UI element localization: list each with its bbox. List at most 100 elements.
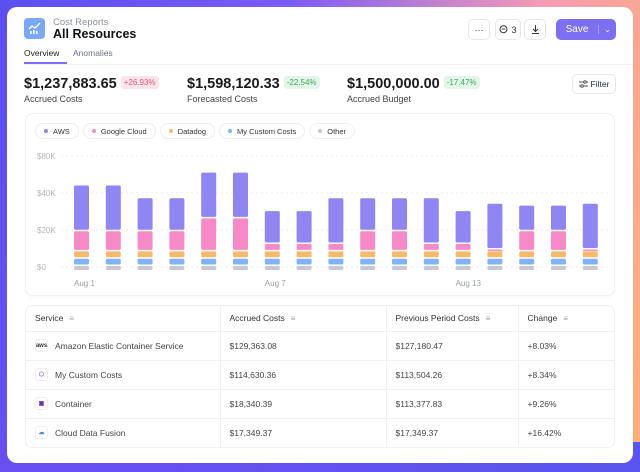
bar-segment-datadog — [74, 251, 89, 258]
column-label: Service — [35, 313, 64, 324]
comments-button[interactable]: 3 — [495, 19, 521, 40]
stat-value: $1,598,120.33 — [187, 76, 280, 92]
container-icon: ▣ — [35, 397, 48, 410]
filter-button[interactable]: Filter — [572, 74, 616, 94]
bar-segment-datadog — [328, 251, 344, 258]
bar-segment-aws — [137, 198, 153, 230]
stat-accrued-budget: $1,500,000.00 -17.47% Accrued Budget — [347, 75, 480, 104]
bar-segment-google-cloud — [201, 218, 217, 250]
tab-anomalies[interactable]: Anomalies — [73, 48, 113, 58]
download-button[interactable] — [524, 19, 546, 40]
column-header-change[interactable]: Change ≡ — [517, 306, 614, 332]
tab-overview[interactable]: Overview — [24, 48, 60, 58]
bar-segment-datadog — [296, 251, 312, 258]
bar-segment-aws — [105, 185, 121, 230]
change: +16.42% — [517, 418, 614, 447]
bar-segment-other — [105, 266, 121, 270]
sliders-icon — [578, 80, 588, 88]
bar-segment-datadog — [105, 251, 121, 258]
bar-segment-other — [74, 266, 89, 270]
filter-label: Filter — [590, 79, 610, 89]
bar-segment-other — [487, 266, 503, 270]
bar-segment-other — [392, 266, 407, 270]
y-tick-label: $20K — [37, 226, 56, 235]
bar-segment-datadog — [360, 251, 376, 258]
sort-icon[interactable]: ≡ — [563, 314, 568, 324]
bar-segment-my-custom-costs — [455, 258, 471, 265]
y-tick-label: $40K — [37, 189, 56, 198]
sort-icon[interactable]: ≡ — [485, 314, 491, 324]
bar-segment-google-cloud — [392, 231, 407, 250]
bar-segment-other — [264, 266, 280, 270]
bar-segment-datadog — [264, 251, 280, 258]
bar-segment-other — [233, 266, 248, 270]
column-header-previous[interactable]: Previous Period Costs ≡ — [385, 306, 518, 332]
bar-segment-datadog — [519, 251, 535, 258]
table-row[interactable]: ☁ Cloud Data Fusion $17,349.37 $17,349.37… — [26, 418, 614, 447]
chart-legend: AWS Google Cloud Datadog My Custom Costs Oth… — [35, 123, 355, 139]
bar-segment-aws — [423, 198, 439, 243]
bar-segment-google-cloud — [519, 231, 535, 250]
bar-segment-my-custom-costs — [519, 258, 535, 265]
bar-segment-aws — [233, 172, 248, 217]
bar-segment-datadog — [392, 251, 407, 258]
bar-segment-my-custom-costs — [169, 258, 185, 265]
service-name: My Custom Costs — [55, 369, 123, 380]
bar-segment-aws — [264, 211, 280, 243]
stat-change-badge: -22.54% — [283, 76, 320, 89]
table-row[interactable]: ▣ Container $18,340.39 $113,377.83 +9.26% — [26, 389, 614, 419]
bar-segment-google-cloud — [264, 244, 280, 250]
legend-label: AWS — [53, 126, 70, 136]
bar-segment-aws — [582, 203, 598, 249]
bar-segment-my-custom-costs — [201, 258, 217, 265]
bar-segment-my-custom-costs — [360, 258, 376, 265]
bar-segment-datadog — [137, 251, 153, 258]
stat-accrued-costs: $1,237,883.65 +26.93% Accrued Costs — [24, 75, 159, 104]
bar-segment-google-cloud — [105, 231, 121, 250]
comments-count: 3 — [511, 24, 517, 35]
x-tick-label: Aug 7 — [265, 279, 286, 288]
bar-segment-aws — [328, 198, 344, 243]
bar-segment-datadog — [423, 251, 439, 258]
bar-segment-google-cloud — [487, 249, 503, 252]
save-button[interactable]: Save ⌄ — [556, 19, 616, 40]
accrued-cost: $114,630.36 — [219, 360, 386, 390]
bar-segment-aws — [201, 172, 217, 217]
table-row[interactable]: aws Amazon Elastic Container Service $129… — [26, 331, 614, 361]
legend-item-google-cloud[interactable]: Google Cloud — [82, 123, 156, 139]
more-options-button[interactable]: ··· — [468, 19, 490, 40]
active-tab-indicator — [24, 62, 67, 64]
table-row[interactable]: ⬡ My Custom Costs $114,630.36 $113,504.26… — [26, 360, 614, 390]
legend-item-datadog[interactable]: Datadog — [159, 123, 216, 139]
bar-segment-aws — [519, 205, 535, 230]
bar-segment-other — [328, 266, 344, 270]
sort-icon[interactable]: ≡ — [290, 314, 296, 324]
bar-segment-google-cloud — [360, 231, 376, 250]
legend-item-my-custom-costs[interactable]: My Custom Costs — [219, 123, 306, 139]
download-icon — [531, 25, 539, 34]
legend-item-other[interactable]: Other — [309, 123, 355, 139]
bar-segment-aws — [551, 205, 566, 230]
bar-segment-google-cloud — [296, 244, 312, 250]
bar-segment-aws — [296, 211, 312, 243]
breadcrumb[interactable]: Cost Reports — [53, 17, 109, 28]
column-header-service[interactable]: Service ≡ — [26, 306, 220, 332]
google-cloud-icon: ☁ — [35, 426, 48, 440]
sort-icon[interactable]: ≡ — [69, 314, 75, 324]
legend-label: Google Cloud — [100, 126, 147, 136]
bar-segment-my-custom-costs — [487, 258, 503, 265]
y-tick-label: $80K — [37, 152, 56, 161]
bar-segment-aws — [455, 211, 471, 243]
bar-segment-other — [169, 266, 185, 270]
save-dropdown-chevron-icon[interactable]: ⌄ — [598, 25, 616, 34]
bar-segment-other — [296, 266, 312, 270]
column-header-accrued[interactable]: Accrued Costs ≡ — [219, 306, 386, 332]
accrued-cost: $129,363.08 — [219, 331, 386, 361]
legend-item-aws[interactable]: AWS — [35, 123, 79, 139]
bar-segment-google-cloud — [169, 231, 185, 250]
legend-dot-icon — [318, 129, 323, 133]
column-label: Previous Period Costs — [395, 313, 480, 324]
stat-forecasted-costs: $1,598,120.33 -22.54% Forecasted Costs — [187, 75, 320, 104]
tabs-divider — [24, 64, 633, 65]
previous-cost: $113,377.83 — [385, 389, 518, 419]
